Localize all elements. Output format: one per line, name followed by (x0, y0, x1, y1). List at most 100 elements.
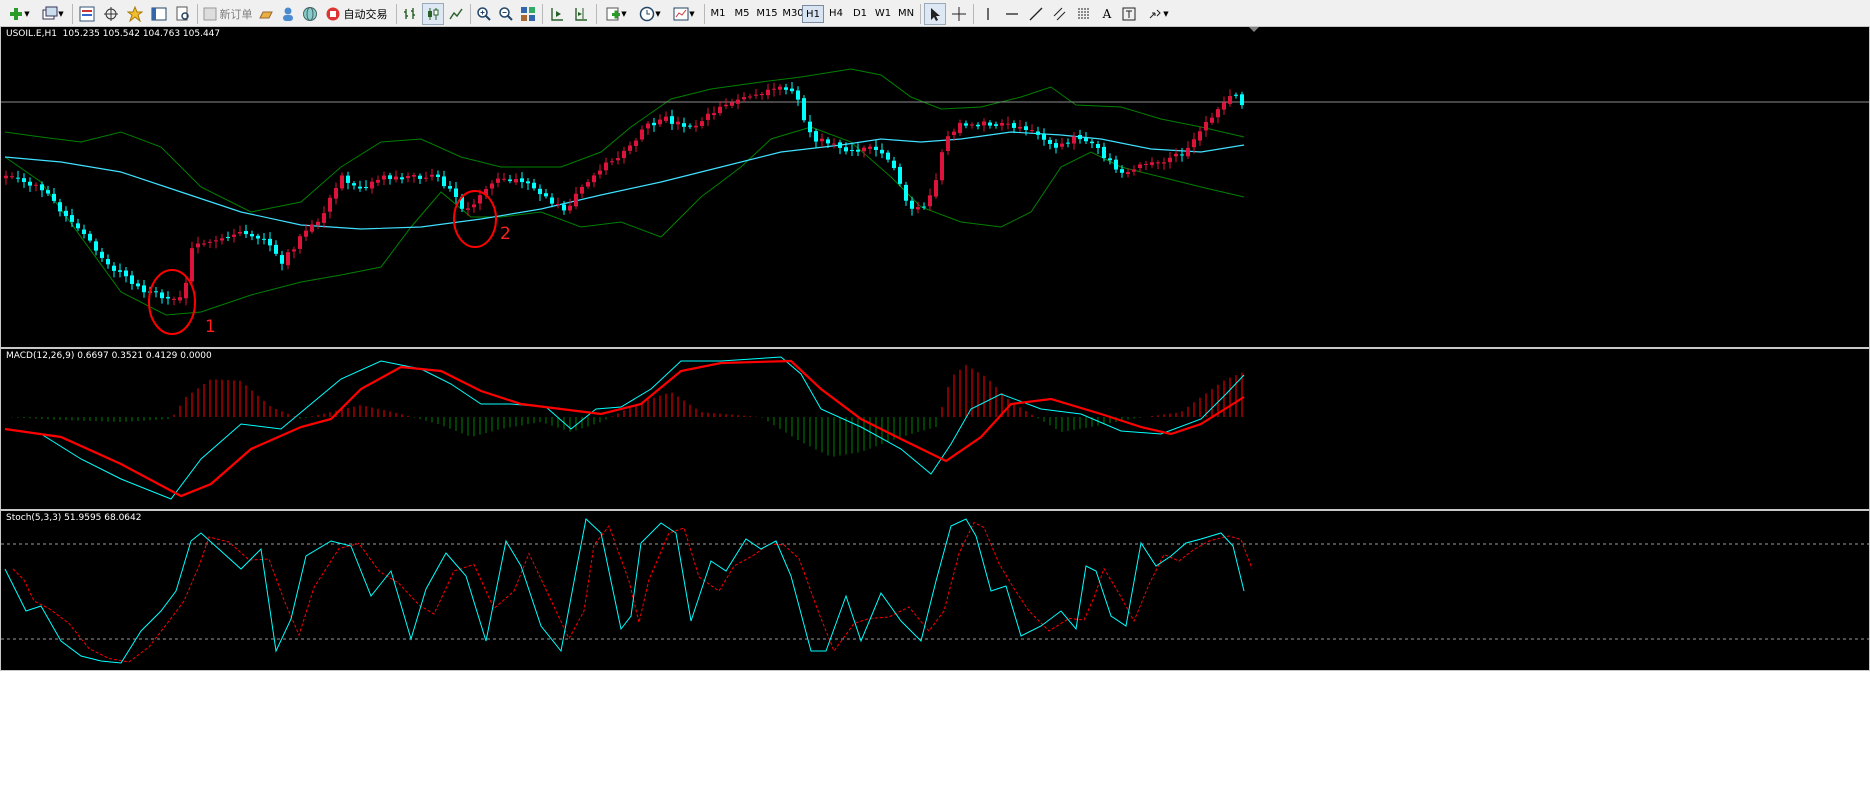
autotrade-button[interactable]: 自动交易 (324, 3, 388, 25)
candle-body (1144, 163, 1148, 166)
arrows-tool-button[interactable]: ▼ (1141, 3, 1175, 25)
crosshair-tool-button[interactable] (948, 3, 970, 25)
timeframe-m30[interactable]: M30 (782, 8, 804, 19)
timeframe-m1[interactable]: M1 (710, 8, 726, 19)
autoscroll-button[interactable] (546, 3, 568, 25)
web-button[interactable] (300, 3, 320, 25)
timeframe-h4[interactable]: H4 (829, 8, 843, 19)
candle (364, 180, 368, 191)
crosshair-icon (952, 7, 966, 21)
tile-windows-button[interactable] (518, 3, 538, 25)
trendline-tool-button[interactable] (1025, 3, 1047, 25)
strategy-tester-button[interactable] (172, 3, 194, 25)
candle-body (70, 215, 74, 222)
template-chart-icon (673, 7, 689, 21)
zoom-out-icon (499, 7, 513, 21)
candle-body (562, 204, 566, 211)
candle-body (598, 170, 602, 175)
profiles-button[interactable]: ▼ (38, 3, 68, 25)
bar-chart-button[interactable] (400, 3, 420, 25)
candle (706, 107, 710, 126)
candle-body (568, 205, 572, 211)
text-tool-button[interactable]: A (1097, 3, 1117, 25)
timeframe-mn[interactable]: MN (897, 8, 915, 19)
horizontal-line-tool-button[interactable] (1001, 3, 1023, 25)
candle-chart-button[interactable] (422, 3, 444, 25)
crosshair-target-icon (104, 7, 118, 21)
new-order-button[interactable]: 新订单 (200, 3, 254, 25)
candle-body (916, 207, 920, 210)
candle (694, 120, 698, 132)
main-chart-pane[interactable]: USOIL.E,H1 105.235 105.542 104.763 105.4… (0, 26, 1870, 348)
indicators-button[interactable]: ▼ (600, 3, 632, 25)
candle-body (700, 121, 704, 126)
candle-body (52, 193, 56, 201)
terminal-button[interactable] (148, 3, 170, 25)
candle-body (748, 96, 752, 98)
candle-body (370, 181, 374, 189)
candle-body (496, 178, 500, 183)
candle-body (868, 146, 872, 149)
data-window-button[interactable] (100, 3, 122, 25)
cursor-tool-button[interactable] (924, 3, 946, 25)
new-chart-button[interactable]: ▼ (4, 3, 34, 25)
candle-body (1138, 164, 1142, 169)
timeframe-m5[interactable]: M5 (734, 8, 750, 19)
candle (928, 188, 932, 211)
candle-body (1036, 131, 1040, 135)
candle (772, 82, 776, 97)
navigator-button[interactable] (124, 3, 146, 25)
candle-body (604, 162, 608, 171)
fibonacci-button[interactable] (1073, 3, 1095, 25)
timeframe-m15[interactable]: M15 (756, 8, 778, 19)
candle (1078, 129, 1082, 144)
periods-button[interactable]: ▼ (634, 3, 666, 25)
gold-bar-icon (259, 11, 273, 19)
macd-pane[interactable]: MACD(12,26,9) 0.6697 0.3521 0.4129 0.000… (0, 348, 1870, 510)
candle-body (244, 230, 248, 235)
templates-button[interactable]: ▼ (668, 3, 700, 25)
candle-body (34, 184, 38, 186)
candle (244, 224, 248, 238)
candle (88, 230, 92, 243)
candle-body (1102, 146, 1106, 159)
candle (346, 171, 350, 190)
candle-body (1180, 154, 1184, 156)
candle (604, 157, 608, 175)
signals-button[interactable] (278, 3, 298, 25)
chart-shift-button[interactable] (570, 3, 592, 25)
candle-body (214, 240, 218, 242)
candle-body (532, 182, 536, 189)
candle-body (874, 146, 878, 150)
candle (478, 189, 482, 211)
stochastic-pane[interactable]: Stoch(5,3,3) 51.9595 68.0642 (0, 510, 1870, 671)
market-watch-button[interactable] (76, 3, 98, 25)
chart-shift-marker-icon[interactable] (1247, 27, 1261, 35)
text-label-tool-button[interactable] (1119, 3, 1139, 25)
equidistant-channel-button[interactable] (1049, 3, 1071, 25)
timeframe-d1[interactable]: D1 (852, 8, 868, 19)
candle (166, 291, 170, 305)
candle (910, 196, 914, 216)
candle-body (460, 196, 464, 209)
timeframe-w1[interactable]: W1 (874, 8, 892, 19)
zoom-in-button[interactable] (474, 3, 494, 25)
timeframe-h1[interactable]: H1 (802, 5, 824, 23)
candle-body (58, 202, 62, 212)
candle (1192, 132, 1196, 154)
candle (916, 201, 920, 214)
zoom-out-button[interactable] (496, 3, 516, 25)
person-icon (283, 7, 293, 21)
line-chart-button[interactable] (446, 3, 466, 25)
candle-body (334, 187, 338, 199)
vertical-line-tool-button[interactable] (977, 3, 999, 25)
candle (22, 173, 26, 188)
gold-button[interactable] (256, 3, 276, 25)
candle (1024, 121, 1028, 136)
star-folder-icon (127, 6, 143, 22)
vertical-line-icon (987, 8, 989, 20)
macd-main-line (4, 356, 1245, 500)
candle (382, 171, 386, 186)
candle-body (574, 193, 578, 207)
candle (388, 172, 392, 185)
